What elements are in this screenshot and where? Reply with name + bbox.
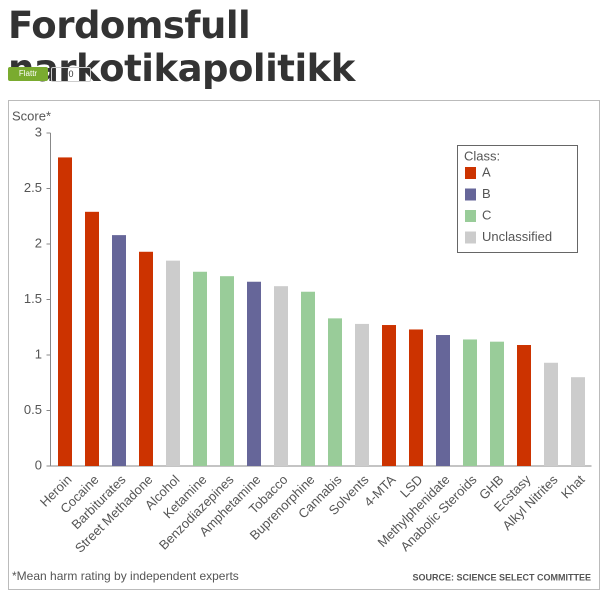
bar xyxy=(193,271,207,466)
legend-swatch xyxy=(465,188,476,201)
bar xyxy=(112,235,126,466)
bar xyxy=(85,211,99,466)
bar xyxy=(436,335,450,466)
bar xyxy=(247,281,261,466)
y-tick-label: 3 xyxy=(35,124,42,139)
y-tick-label: 2 xyxy=(35,235,42,250)
legend-title: Class: xyxy=(464,148,500,163)
legend-label: B xyxy=(482,186,491,201)
bar xyxy=(139,251,153,466)
y-tick-label: 1.5 xyxy=(24,291,42,306)
legend-box xyxy=(457,145,578,253)
bar xyxy=(301,291,315,466)
flattr-count: 0 xyxy=(51,67,91,82)
y-tick-label: 2.5 xyxy=(24,180,42,195)
bar xyxy=(382,325,396,466)
bar xyxy=(274,286,288,466)
legend-swatch xyxy=(465,231,476,244)
legend-label: Unclassified xyxy=(482,229,552,244)
bar xyxy=(490,341,504,466)
bar xyxy=(355,323,369,466)
legend-swatch xyxy=(465,210,476,222)
bar xyxy=(166,260,180,466)
bar xyxy=(517,345,531,466)
page-title: Fordomsfull narkotikapolitikk xyxy=(8,4,355,90)
bar xyxy=(58,157,72,467)
legend-label: C xyxy=(482,207,491,222)
bar xyxy=(463,339,477,466)
footnote: *Mean harm rating by independent experts xyxy=(12,569,239,583)
flattr-button[interactable]: Flattr xyxy=(8,67,48,81)
y-tick-label: 1 xyxy=(35,346,42,361)
legend-swatch xyxy=(465,167,476,179)
bar xyxy=(571,377,585,466)
bar xyxy=(328,318,342,466)
bar xyxy=(220,276,234,466)
y-tick-label: 0 xyxy=(35,457,42,472)
bar xyxy=(544,362,558,466)
source: SOURCE: SCIENCE SELECT COMMITTEE xyxy=(412,572,591,582)
bar xyxy=(409,329,423,466)
y-tick-label: 0.5 xyxy=(24,402,42,417)
y-axis-label: Score* xyxy=(12,108,51,123)
legend-label: A xyxy=(482,164,491,179)
